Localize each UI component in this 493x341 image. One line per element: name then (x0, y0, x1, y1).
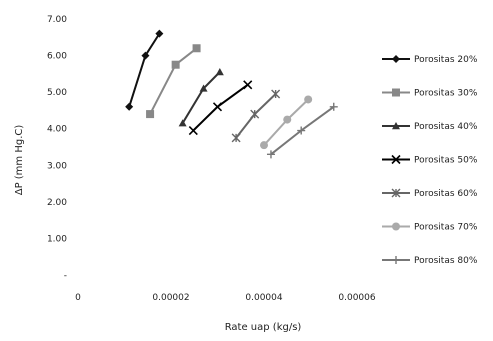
series-7 (266, 102, 338, 159)
data-point (250, 109, 260, 119)
data-point (231, 133, 241, 143)
legend-marker (392, 122, 400, 130)
x-tick-label: 0 (75, 293, 81, 303)
y-tick-label: 1.00 (47, 234, 67, 244)
series-line (149, 47, 198, 115)
x-tick-label: 0.00002 (152, 293, 189, 303)
y-tick-label: 5.00 (47, 88, 67, 98)
y-axis-title: ΔP (mm Hg.C) (14, 125, 25, 196)
series-4 (188, 80, 253, 136)
y-tick-label: 3.00 (47, 161, 67, 171)
legend-label: Porositas 20% (414, 55, 478, 65)
legend-label: Porositas 70% (414, 223, 478, 233)
series-line (128, 33, 161, 108)
legend-label: Porositas 80% (414, 256, 478, 266)
data-point (125, 102, 134, 111)
data-point (155, 29, 164, 38)
data-point (297, 126, 306, 135)
data-point (260, 141, 268, 150)
legend-entry: Porositas 60% (382, 188, 478, 199)
legend-entry: Porositas 50% (382, 154, 478, 166)
legend-marker (392, 55, 400, 63)
y-tick-label: 4.00 (47, 125, 67, 135)
data-point (141, 51, 150, 60)
legend-entry: Porositas 30% (382, 88, 478, 99)
legend-marker (392, 256, 400, 264)
y-tick-label: 7.00 (47, 15, 67, 25)
series-3 (178, 68, 224, 127)
data-point (171, 60, 180, 69)
data-point (199, 84, 208, 92)
data-point (215, 68, 224, 76)
data-point (304, 95, 313, 104)
data-point (212, 102, 223, 112)
series-line (181, 71, 221, 124)
legend-label: Porositas 60% (414, 189, 478, 199)
x-tick-label: 0.00006 (338, 293, 375, 303)
legend-marker (392, 222, 400, 231)
series-5 (231, 89, 281, 143)
series-1 (125, 29, 164, 111)
data-point (146, 110, 155, 119)
legend-label: Porositas 30% (414, 89, 478, 99)
data-point (178, 119, 187, 127)
data-point (243, 80, 253, 90)
series-group (125, 29, 338, 159)
legend-marker (391, 188, 401, 198)
legend-entry: Porositas 40% (382, 122, 478, 132)
data-point (188, 125, 198, 136)
data-point (271, 89, 281, 99)
series-6 (260, 95, 313, 150)
data-point (283, 115, 292, 124)
legend: Porositas 20% Porositas 30% Porositas 40% P… (382, 55, 478, 266)
data-point (192, 44, 201, 53)
data-point (329, 102, 338, 111)
legend-entry: Porositas 20% (382, 55, 478, 65)
legend-entry: Porositas 80% (382, 256, 478, 266)
x-axis-ticks: 0 0.00002 0.00004 0.00006 (75, 293, 376, 303)
data-point (266, 150, 275, 159)
legend-label: Porositas 50% (414, 156, 478, 166)
x-tick-label: 0.00004 (245, 293, 282, 303)
y-tick-label: 6.00 (47, 52, 67, 62)
legend-entry: Porositas 70% (382, 222, 478, 233)
legend-label: Porositas 40% (414, 122, 478, 132)
y-tick-label: - (64, 271, 67, 281)
legend-marker (391, 154, 401, 165)
y-axis-ticks: - 1.00 2.00 3.00 4.00 5.00 6.00 7.00 (47, 15, 67, 281)
legend-marker (392, 88, 400, 97)
series-2 (146, 44, 201, 119)
y-tick-label: 2.00 (47, 198, 67, 208)
x-axis-title: Rate uap (kg/s) (225, 322, 302, 333)
